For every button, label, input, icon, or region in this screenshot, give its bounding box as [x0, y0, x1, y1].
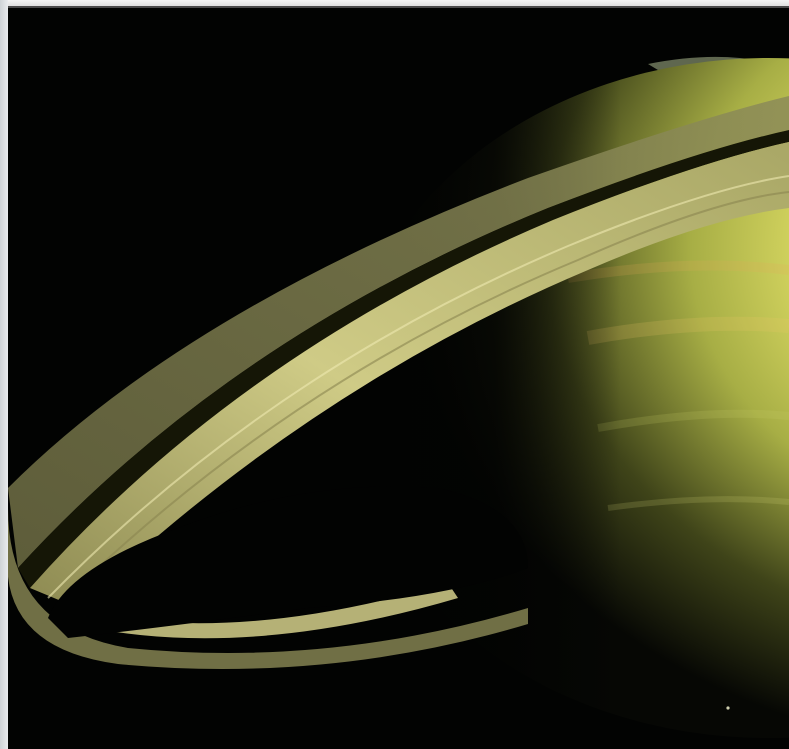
- moon-dot: [726, 706, 730, 710]
- top-border: [0, 0, 789, 8]
- saturn-photo: [8, 8, 789, 749]
- left-border: [0, 0, 8, 749]
- top-border-line: [8, 6, 789, 8]
- shadow-on-rings: [48, 486, 528, 638]
